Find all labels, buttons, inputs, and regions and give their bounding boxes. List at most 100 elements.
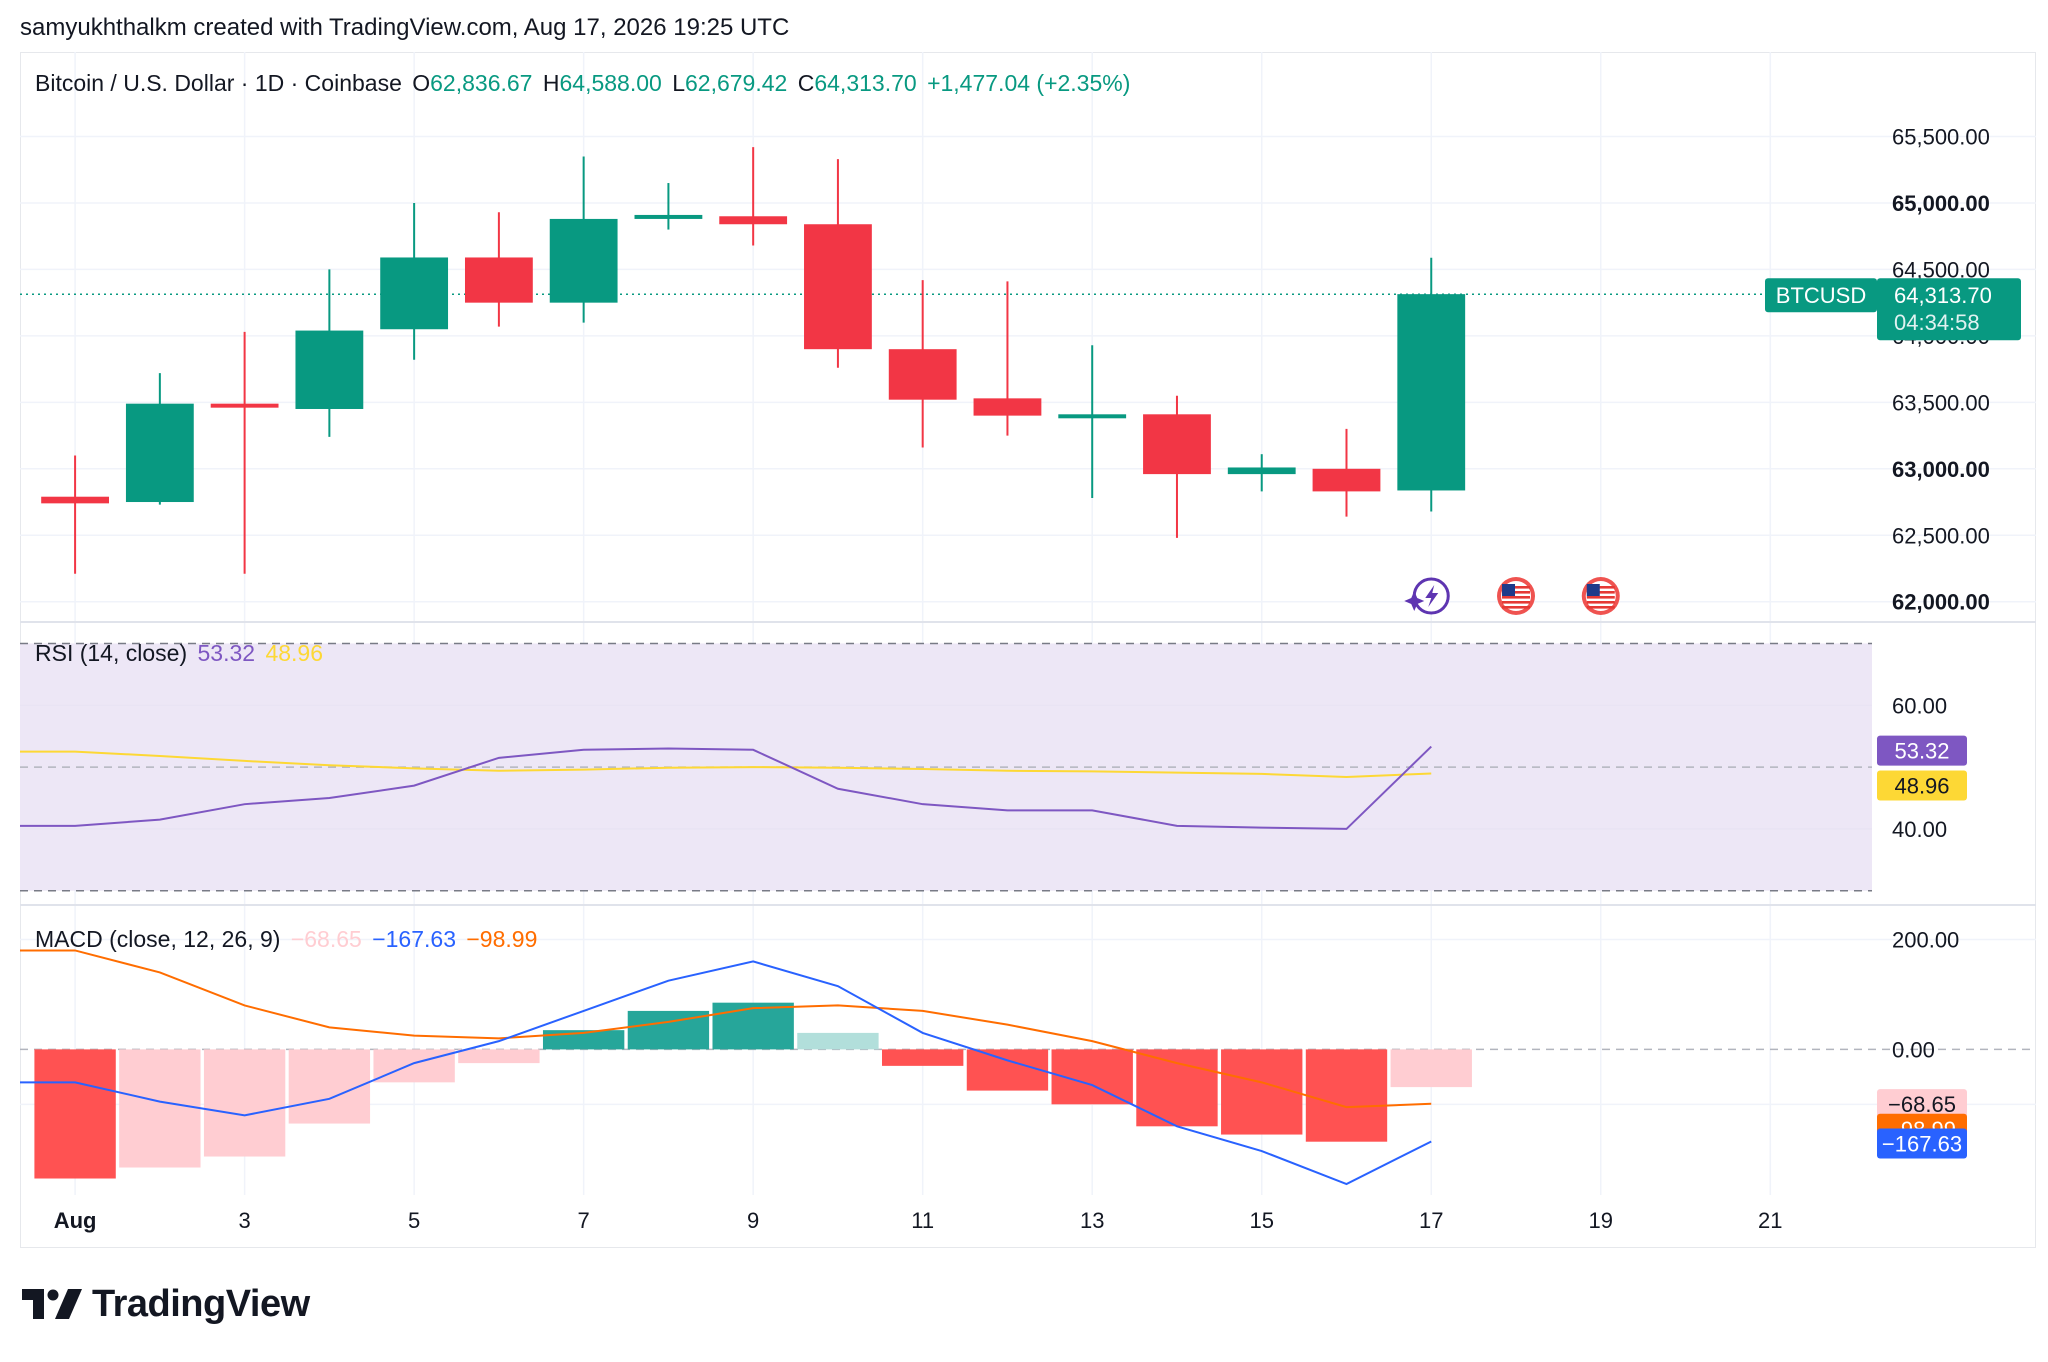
macd-histogram-bar[interactable] <box>797 1032 879 1050</box>
tradingview-logo-text: TradingView <box>92 1282 310 1325</box>
macd-line-tag-text: −167.63 <box>1882 1131 1962 1156</box>
time-axis-tick: 17 <box>1419 1208 1443 1233</box>
macd-histogram-bar[interactable] <box>882 1049 964 1066</box>
candle-body <box>549 218 618 303</box>
countdown-text: 04:34:58 <box>1894 310 1980 335</box>
symbol-tag: BTCUSD <box>1765 278 1877 313</box>
rsi-ma-value: 48.96 <box>265 640 324 666</box>
time-axis-tick: 13 <box>1080 1208 1104 1233</box>
candle[interactable] <box>1058 345 1127 499</box>
candle-body <box>1143 414 1211 475</box>
symbol-tag-text: BTCUSD <box>1776 283 1866 308</box>
rsi-value-tag: 53.32 <box>1877 735 1967 766</box>
macd-histogram-bar[interactable] <box>203 1049 286 1157</box>
candle-body <box>1397 294 1466 491</box>
candle[interactable] <box>295 269 364 437</box>
ohlc-legend: Bitcoin / U.S. Dollar · 1D · Coinbase O 6… <box>35 70 1134 97</box>
macd-histogram-bar[interactable] <box>1221 1049 1303 1135</box>
tradingview-logo[interactable]: TradingView <box>22 1282 310 1325</box>
low-label: L <box>672 70 685 96</box>
macd-hist-value: −68.65 <box>290 926 362 952</box>
candle[interactable] <box>549 156 618 323</box>
price-axis-tick: 63,000.00 <box>1892 457 1990 482</box>
macd-histogram-bar[interactable] <box>119 1049 201 1168</box>
us-flag-event-icon[interactable] <box>1581 577 1620 615</box>
price-axis-tick: 62,500.00 <box>1892 523 1990 548</box>
candle[interactable] <box>1397 257 1466 512</box>
open-label: O <box>412 70 431 96</box>
candle[interactable] <box>719 147 788 246</box>
candle-body <box>125 403 194 503</box>
time-axis-tick: 11 <box>911 1208 934 1233</box>
candle-body <box>295 330 364 409</box>
macd-histogram-bar[interactable] <box>1136 1049 1218 1127</box>
candle[interactable] <box>634 183 703 230</box>
candle-body <box>634 214 703 219</box>
time-axis-tick: 19 <box>1589 1208 1613 1233</box>
candle-body <box>888 349 957 400</box>
rsi-axis-tick: 40.00 <box>1892 817 1947 842</box>
macd-line-tag: −167.63 <box>1877 1128 1967 1159</box>
low-value: 62,679.42 <box>685 70 788 96</box>
lightning-event-icon[interactable] <box>1404 577 1450 615</box>
macd-histogram <box>34 1002 1472 1179</box>
candle[interactable] <box>804 159 872 368</box>
us-flag-event-icon[interactable] <box>1497 577 1536 615</box>
candle[interactable] <box>888 280 957 448</box>
time-axis-tick: 9 <box>747 1208 759 1233</box>
candle[interactable] <box>973 281 1042 436</box>
candle-body <box>719 216 788 225</box>
candle[interactable] <box>125 373 194 505</box>
rsi-band <box>20 642 1872 892</box>
time-axis-tick: 5 <box>408 1208 420 1233</box>
price-axis-tick: 63,500.00 <box>1892 390 1990 415</box>
candle[interactable] <box>464 212 533 327</box>
macd-hist-tag-text: −68.65 <box>1888 1092 1956 1117</box>
candle-body <box>464 257 533 303</box>
macd-histogram-bar[interactable] <box>373 1049 455 1083</box>
candle-body <box>973 398 1042 416</box>
macd-histogram-bar[interactable] <box>1390 1049 1472 1088</box>
time-axis-tick: 15 <box>1249 1208 1273 1233</box>
symbol-title[interactable]: Bitcoin / U.S. Dollar · 1D · Coinbase <box>35 70 402 96</box>
rsi-title: RSI (14, close) <box>35 640 188 666</box>
macd-histogram-bar[interactable] <box>712 1002 794 1050</box>
rsi-value: 53.32 <box>197 640 256 666</box>
macd-line <box>20 960 1432 1186</box>
macd-legend[interactable]: MACD (close, 12, 26, 9) −68.65 −167.63 −… <box>35 926 541 953</box>
candle[interactable] <box>41 455 109 574</box>
change-value: +1,477.04 (+2.35%) <box>927 70 1131 96</box>
rsi-legend[interactable]: RSI (14, close) 53.32 48.96 <box>35 640 327 667</box>
time-axis-tick: 3 <box>238 1208 250 1233</box>
time-axis-tick: 21 <box>1758 1208 1782 1233</box>
macd-histogram-bar[interactable] <box>458 1049 540 1064</box>
time-axis-tick: Aug <box>54 1208 97 1233</box>
candle-body <box>41 496 109 504</box>
close-value: 64,313.70 <box>814 70 917 96</box>
rsi-ma-line <box>20 750 1432 778</box>
rsi-line <box>20 745 1432 830</box>
chart-caption: samyukhthalkm created with TradingView.c… <box>20 14 790 41</box>
macd-histogram-bar[interactable] <box>34 1049 116 1179</box>
candle[interactable] <box>210 331 279 574</box>
price-axis-tick: 65,000.00 <box>1892 191 1990 216</box>
macd-histogram-bar[interactable] <box>1305 1049 1388 1142</box>
macd-line-value: −167.63 <box>372 926 456 952</box>
candle[interactable] <box>1227 454 1296 492</box>
candle[interactable] <box>1143 395 1211 538</box>
macd-histogram-bar[interactable] <box>966 1049 1049 1091</box>
macd-hist-tag: −68.65 <box>1877 1089 1967 1120</box>
indicator-lines <box>20 745 1432 1186</box>
candle[interactable] <box>1312 428 1381 517</box>
rsi-ma-value-tag-text: 48.96 <box>1894 774 1949 799</box>
candle-body <box>1227 467 1296 475</box>
tradingview-logo-icon <box>22 1289 82 1319</box>
price-axis-tick: 62,000.00 <box>1892 590 1990 615</box>
candle[interactable] <box>380 202 449 360</box>
high-value: 64,588.00 <box>559 70 662 96</box>
macd-signal-value: −98.99 <box>466 926 538 952</box>
macd-axis-tick: 200.00 <box>1892 927 1959 952</box>
